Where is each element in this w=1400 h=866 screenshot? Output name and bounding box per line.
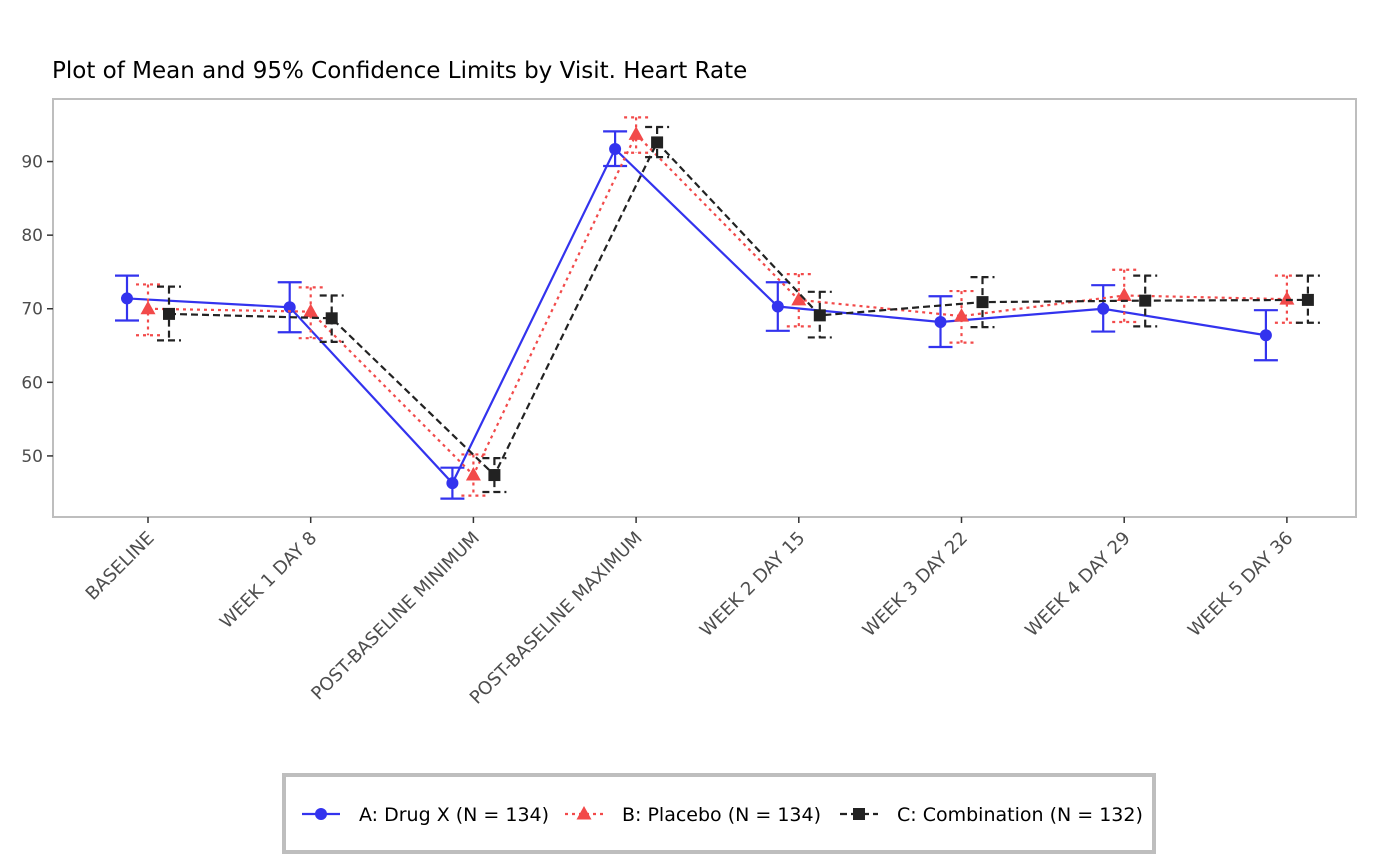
x-tick-label: WEEK 1 DAY 8 [216, 528, 321, 633]
legend-label: A: Drug X (N = 134) [359, 804, 549, 826]
series-layer [115, 116, 1320, 500]
y-tick-label: 60 [21, 373, 43, 393]
series-line [126, 147, 1267, 486]
data-point [813, 309, 826, 322]
series-2 [136, 116, 1299, 497]
legend-key-marker [853, 808, 865, 820]
data-point [791, 291, 807, 306]
data-point [954, 308, 969, 322]
data-point [325, 312, 338, 325]
data-point [934, 315, 947, 328]
x-tick-label: POST-BASELINE MAXIMUM [466, 528, 647, 709]
data-point [609, 143, 622, 156]
data-point [1097, 302, 1110, 315]
data-point [1279, 291, 1295, 305]
data-point [446, 477, 459, 490]
series-1 [115, 130, 1278, 500]
series-line [147, 132, 1287, 477]
data-point [303, 303, 319, 318]
x-tick-label: WEEK 3 DAY 22 [859, 528, 972, 641]
y-tick-label: 90 [21, 153, 43, 173]
plot-panel [52, 98, 1357, 518]
y-axis: 50 60 70 80 90 [21, 153, 53, 467]
data-point [976, 296, 989, 309]
legend-key-marker [315, 808, 327, 820]
data-point [140, 300, 156, 315]
data-point [1139, 294, 1152, 307]
legend: A: Drug X (N = 134) B: Placebo (N = 134) C… [282, 773, 1156, 854]
error-bar [624, 116, 649, 154]
data-point [771, 300, 784, 313]
legend-item-1: A: Drug X (N = 134) [302, 804, 549, 826]
error-bar [1112, 268, 1137, 324]
error-bar [786, 273, 811, 328]
error-bar [949, 289, 974, 344]
data-point [121, 292, 133, 305]
data-point [283, 301, 296, 314]
data-point [628, 126, 644, 140]
legend-items: A: Drug X (N = 134) B: Placebo (N = 134) C… [302, 804, 1143, 826]
y-tick-label: 50 [21, 447, 43, 467]
data-point [1301, 293, 1314, 306]
error-bar [298, 286, 323, 340]
series-line [168, 140, 1308, 477]
x-tick-label: POST-BASELINE MINIMUM [307, 528, 484, 705]
x-tick-label: WEEK 4 DAY 29 [1021, 528, 1134, 641]
legend-item-3: C: Combination (N = 132) [840, 804, 1143, 826]
data-point [1116, 287, 1132, 301]
series-3 [157, 125, 1320, 494]
y-tick-label: 70 [21, 300, 43, 320]
error-bar [136, 283, 160, 337]
legend-box [282, 773, 1156, 854]
data-point [651, 136, 664, 149]
data-point [488, 469, 501, 482]
y-tick-label: 80 [21, 226, 43, 246]
legend-key-marker [576, 806, 592, 820]
legend-label: B: Placebo (N = 134) [622, 804, 821, 826]
data-point [163, 307, 175, 320]
chart-title: Plot of Mean and 95% Confidence Limits b… [52, 58, 747, 84]
x-tick-label: BASELINE [82, 528, 159, 605]
legend-label: C: Combination (N = 132) [897, 804, 1143, 826]
legend-item-2: B: Placebo (N = 134) [565, 804, 821, 826]
data-point [465, 467, 481, 481]
x-tick-label: WEEK 2 DAY 15 [696, 528, 809, 641]
x-tick-label: WEEK 5 DAY 36 [1184, 528, 1297, 641]
data-point [1259, 329, 1272, 342]
